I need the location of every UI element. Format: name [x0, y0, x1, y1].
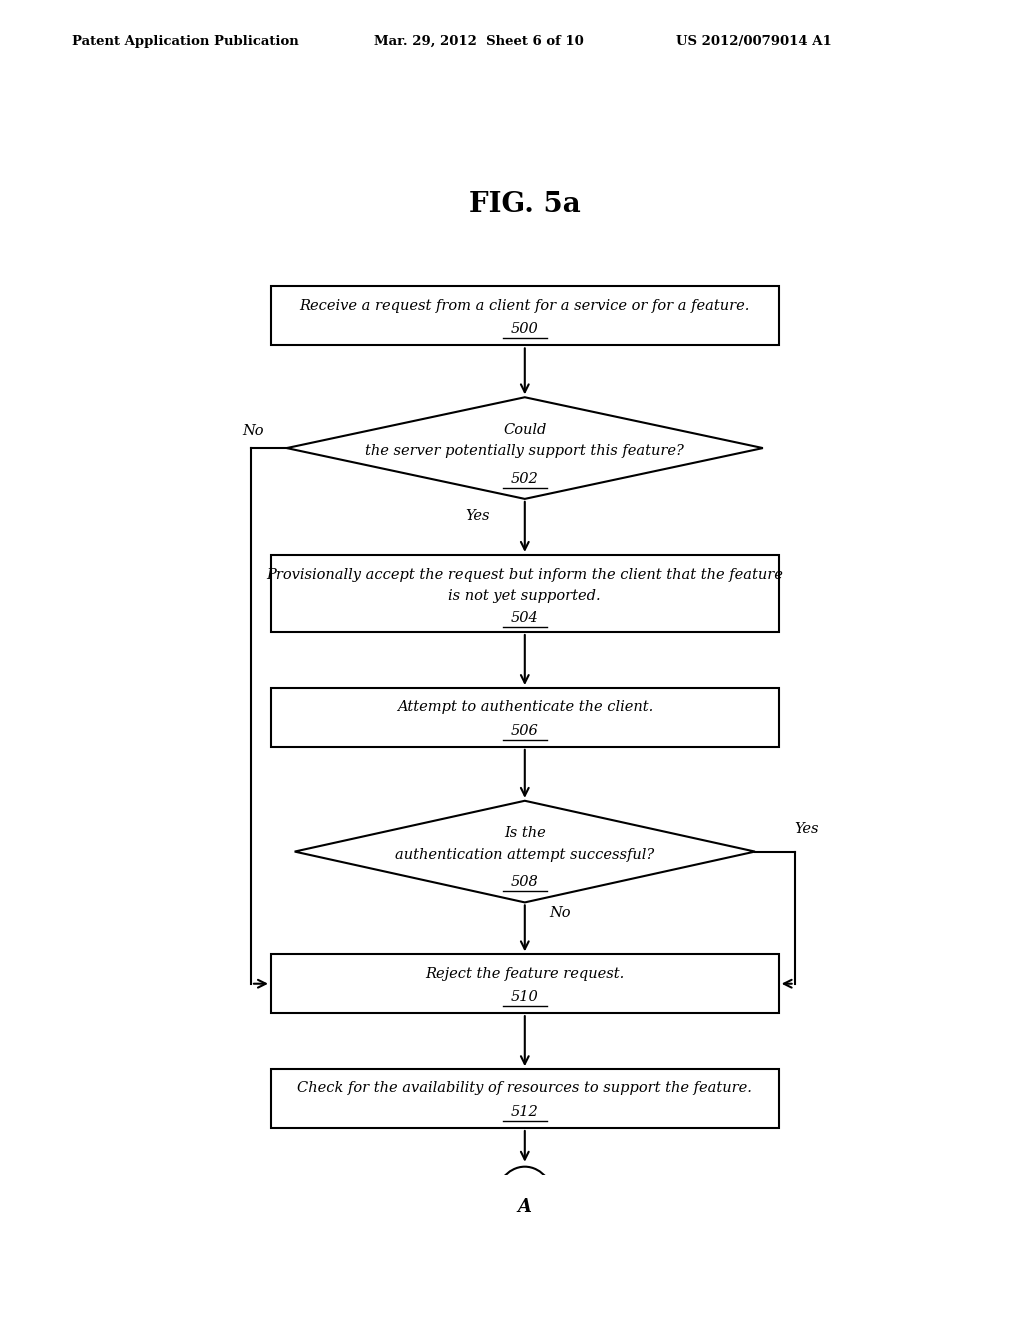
Text: is not yet supported.: is not yet supported.: [449, 590, 601, 603]
Bar: [270, 954, 779, 1014]
Text: Yes: Yes: [465, 510, 489, 523]
Text: the server potentially support this feature?: the server potentially support this feat…: [366, 444, 684, 458]
Text: FIG. 5a: FIG. 5a: [469, 190, 581, 218]
Circle shape: [493, 1167, 557, 1247]
Text: 508: 508: [511, 875, 539, 890]
Text: Mar. 29, 2012  Sheet 6 of 10: Mar. 29, 2012 Sheet 6 of 10: [374, 34, 584, 48]
Text: 504: 504: [511, 611, 539, 624]
Text: authentication attempt successful?: authentication attempt successful?: [395, 847, 654, 862]
Bar: [270, 688, 779, 747]
Text: 512: 512: [511, 1105, 539, 1119]
Bar: [270, 1069, 779, 1129]
Text: Check for the availability of resources to support the feature.: Check for the availability of resources …: [297, 1081, 753, 1096]
Bar: [270, 556, 779, 631]
Text: 510: 510: [511, 990, 539, 1005]
Text: A: A: [518, 1199, 531, 1216]
Text: Is the: Is the: [504, 826, 546, 841]
Text: 502: 502: [511, 471, 539, 486]
Text: Yes: Yes: [795, 822, 819, 837]
Text: No: No: [243, 424, 264, 438]
Text: Provisionally accept the request but inform the client that the feature: Provisionally accept the request but inf…: [266, 568, 783, 582]
Text: 506: 506: [511, 723, 539, 738]
Text: Patent Application Publication: Patent Application Publication: [72, 34, 298, 48]
Text: No: No: [550, 906, 571, 920]
Text: US 2012/0079014 A1: US 2012/0079014 A1: [676, 34, 831, 48]
Text: 500: 500: [511, 322, 539, 337]
Text: Attempt to authenticate the client.: Attempt to authenticate the client.: [396, 700, 653, 714]
Bar: [270, 286, 779, 346]
Text: Could: Could: [503, 422, 547, 437]
Text: Reject the feature request.: Reject the feature request.: [425, 966, 625, 981]
Polygon shape: [287, 397, 763, 499]
Polygon shape: [295, 801, 755, 903]
Text: Receive a request from a client for a service or for a feature.: Receive a request from a client for a se…: [300, 298, 750, 313]
